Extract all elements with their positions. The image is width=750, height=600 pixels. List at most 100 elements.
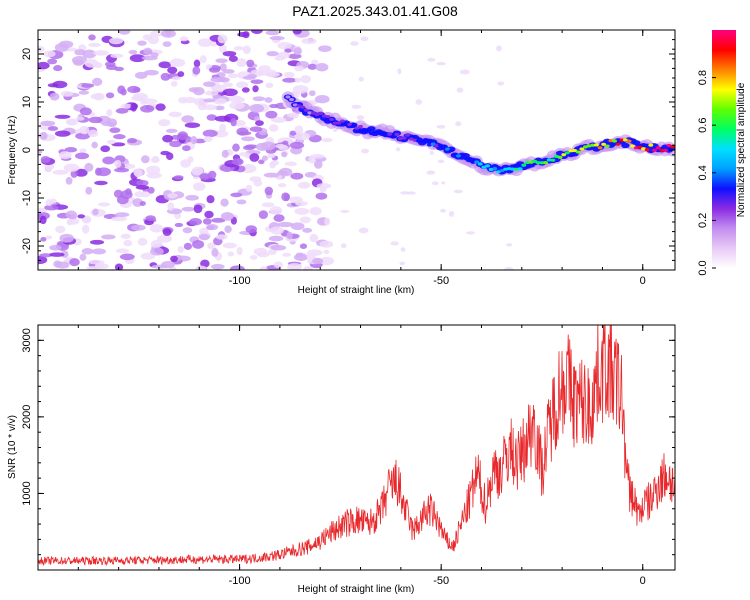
ridge-blob <box>510 167 516 171</box>
colorbar-tick-label: 0.2 <box>697 213 709 228</box>
colorbar-tick-label: 0.0 <box>697 260 709 275</box>
noise-blob <box>187 156 194 163</box>
ridge-blob <box>350 124 356 128</box>
ridge-blob <box>622 138 628 142</box>
ridge-blob <box>626 139 632 143</box>
ridge-blob <box>368 132 374 136</box>
noise-blob <box>294 77 302 83</box>
noise-blob <box>173 175 184 180</box>
ridge-blob <box>296 104 302 108</box>
noise-blob <box>167 66 178 74</box>
noise-blob <box>319 256 335 266</box>
colorbar: 0.0 0.2 0.4 0.6 0.8 Normalized spectral ampl… <box>697 30 747 276</box>
noise-blob <box>81 224 90 234</box>
noise-blob <box>88 42 101 48</box>
noise-blob <box>236 199 247 205</box>
colorbar-tick-label: 0.4 <box>697 165 709 180</box>
noise-blob <box>43 50 56 58</box>
ridge-blob <box>332 121 338 125</box>
noise-blob <box>88 116 103 124</box>
noise-blob <box>236 81 249 89</box>
noise-blob <box>260 141 276 151</box>
ridge-blob <box>456 154 461 158</box>
noise-blob <box>127 138 138 144</box>
noise-blob <box>141 155 150 164</box>
x-tick-label: -100 <box>229 275 251 287</box>
ridge-blob <box>644 148 650 152</box>
noise-blob <box>74 152 90 160</box>
noise-blob <box>207 242 216 250</box>
noise-blob <box>115 248 130 254</box>
noise-blob <box>292 85 309 94</box>
snr-background <box>38 325 675 570</box>
noise-blob <box>277 183 287 188</box>
noise-blob <box>227 251 235 257</box>
noise-blob <box>38 149 43 155</box>
noise-blob <box>66 219 74 226</box>
ridge-blob <box>535 161 541 165</box>
noise-blob <box>87 129 99 138</box>
noise-blob <box>217 34 228 44</box>
noise-blob <box>179 36 189 42</box>
noise-blob <box>116 195 129 205</box>
noise-blob <box>131 224 146 231</box>
noise-blob <box>257 251 270 258</box>
noise-blob <box>233 46 245 51</box>
noise-blob <box>504 266 514 270</box>
noise-blob <box>150 30 165 37</box>
ridge-blob <box>365 128 371 132</box>
noise-blob <box>255 120 264 127</box>
noise-blob <box>193 204 203 214</box>
noise-blob <box>93 50 109 56</box>
noise-blob <box>55 225 66 234</box>
noise-blob <box>52 169 69 175</box>
noise-blob <box>289 141 305 149</box>
noise-blob <box>294 125 304 134</box>
ridge-blob <box>466 157 472 161</box>
noise-blob <box>400 247 406 252</box>
noise-blob <box>146 165 161 175</box>
noise-blob <box>273 261 284 269</box>
noise-blob <box>249 255 258 260</box>
noise-blob <box>39 253 53 258</box>
noise-blob <box>150 239 163 249</box>
noise-blob <box>77 214 86 219</box>
noise-blob <box>230 192 243 198</box>
noise-blob <box>136 179 149 187</box>
noise-blob <box>245 184 253 193</box>
noise-blob <box>292 30 302 35</box>
noise-blob <box>93 92 105 101</box>
noise-blob <box>73 59 84 66</box>
ridge-blob <box>307 111 313 115</box>
ridge-blob <box>452 152 458 156</box>
ridge-blob <box>662 148 668 152</box>
colorbar-tick-label: 0.6 <box>697 118 709 133</box>
noise-blob <box>106 109 113 117</box>
ridge-blob <box>575 150 581 154</box>
noise-blob <box>301 38 317 45</box>
ridge-blob <box>557 155 563 159</box>
noise-blob <box>169 140 182 148</box>
noise-blob <box>49 92 60 101</box>
noise-blob <box>45 235 53 240</box>
noise-blob <box>281 192 290 202</box>
snr-x-label: Height of straight line (km) <box>298 584 415 595</box>
noise-blob <box>203 136 213 143</box>
noise-blob <box>222 69 235 74</box>
noise-blob <box>119 253 135 261</box>
ridge-blob <box>514 167 520 171</box>
noise-blob <box>249 103 265 113</box>
ridge-blob <box>506 167 512 171</box>
y-tick-label: 1000 <box>21 481 33 505</box>
noise-blob <box>107 139 116 145</box>
noise-blob <box>79 107 92 116</box>
noise-blob <box>236 58 247 67</box>
noise-blob <box>429 150 434 155</box>
noise-blob <box>208 67 221 73</box>
noise-blob <box>448 211 455 217</box>
ridge-blob <box>300 105 305 109</box>
spectrogram-x-label: Height of straight line (km) <box>298 285 415 296</box>
ridge-blob <box>604 144 610 148</box>
noise-blob <box>351 104 362 109</box>
